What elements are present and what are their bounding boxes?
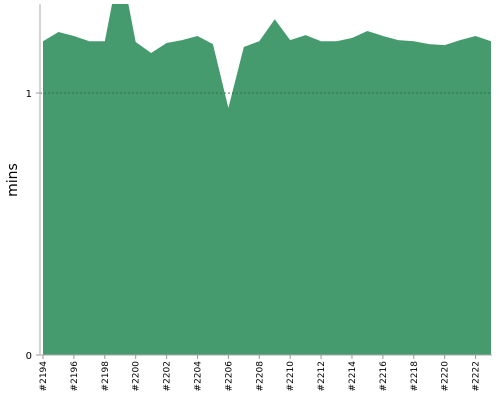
x-tick-label: #2194 bbox=[39, 361, 49, 392]
x-tick-label: #2210 bbox=[286, 361, 296, 392]
x-tick-label: #2212 bbox=[317, 361, 327, 391]
x-tick-label: #2208 bbox=[255, 361, 265, 392]
x-tick-label: #2216 bbox=[379, 361, 389, 392]
y-axis-label: mins bbox=[5, 163, 21, 197]
area bbox=[43, 4, 491, 355]
x-tick-label: #2202 bbox=[163, 361, 173, 391]
x-tick-label: #2198 bbox=[101, 361, 111, 392]
y-tick-label: 0 bbox=[26, 351, 32, 362]
x-tick-label: #2196 bbox=[70, 361, 80, 392]
x-tick-label: #2218 bbox=[410, 361, 420, 392]
x-tick-label: #2204 bbox=[193, 361, 203, 392]
x-tick-label: #2222 bbox=[472, 361, 482, 391]
x-tick-label: #2206 bbox=[224, 361, 234, 392]
x-tick-label: #2200 bbox=[132, 361, 142, 392]
x-tick-label: #2214 bbox=[348, 361, 358, 392]
x-tick-label: #2220 bbox=[441, 361, 451, 392]
y-tick-label: 1 bbox=[26, 89, 32, 100]
